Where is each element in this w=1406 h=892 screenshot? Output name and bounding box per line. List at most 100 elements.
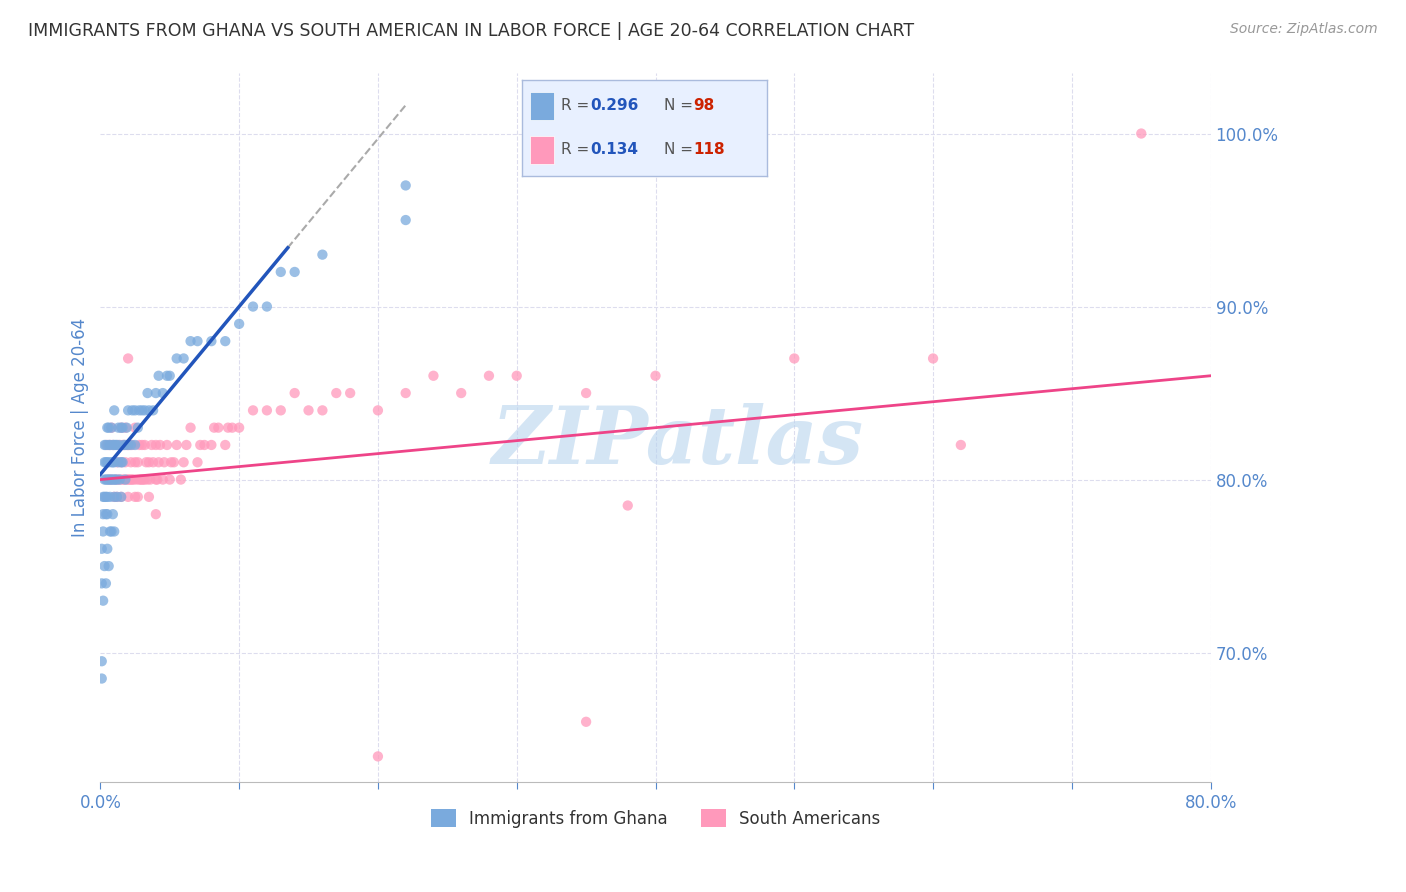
- Point: [110, 420, 132, 434]
- Point: [117, 438, 139, 452]
- Point: [90, 654, 112, 668]
- Point: [200, 438, 222, 452]
- Point: [105, 473, 128, 487]
- Point: [228, 317, 250, 331]
- Point: [93, 490, 115, 504]
- Point: [115, 473, 138, 487]
- Point: [217, 420, 239, 434]
- Point: [422, 368, 444, 383]
- Point: [101, 438, 124, 452]
- Point: [111, 438, 134, 452]
- Point: [138, 455, 160, 469]
- Point: [478, 368, 501, 383]
- Point: [103, 455, 125, 469]
- Point: [111, 455, 134, 469]
- Point: [100, 524, 122, 539]
- Point: [112, 438, 135, 452]
- Point: [616, 499, 638, 513]
- Point: [145, 507, 167, 521]
- Point: [93, 559, 115, 574]
- Point: [395, 213, 418, 227]
- Point: [138, 403, 160, 417]
- Point: [132, 473, 155, 487]
- Point: [128, 438, 150, 452]
- Point: [101, 438, 124, 452]
- Point: [120, 438, 142, 452]
- Legend: Immigrants from Ghana, South Americans: Immigrants from Ghana, South Americans: [423, 803, 887, 834]
- Point: [105, 438, 128, 452]
- Point: [134, 403, 156, 417]
- Point: [91, 524, 114, 539]
- Point: [114, 438, 136, 452]
- Point: [96, 438, 118, 452]
- Point: [100, 455, 122, 469]
- Point: [127, 455, 149, 469]
- Point: [783, 351, 806, 366]
- Point: [94, 438, 117, 452]
- Point: [94, 455, 117, 469]
- Point: [128, 473, 150, 487]
- Point: [214, 438, 236, 452]
- Point: [145, 386, 167, 401]
- Point: [90, 672, 112, 686]
- Point: [120, 455, 142, 469]
- Point: [153, 455, 176, 469]
- Point: [110, 490, 132, 504]
- Point: [297, 403, 319, 417]
- Point: [156, 438, 179, 452]
- Point: [103, 438, 125, 452]
- Point: [121, 438, 143, 452]
- Point: [159, 473, 181, 487]
- Point: [97, 559, 120, 574]
- Point: [160, 455, 183, 469]
- Point: [115, 420, 138, 434]
- Point: [107, 455, 129, 469]
- Point: [142, 455, 165, 469]
- Point: [148, 455, 170, 469]
- Point: [94, 576, 117, 591]
- Point: [152, 386, 174, 401]
- Point: [107, 420, 129, 434]
- Point: [117, 490, 139, 504]
- Point: [135, 455, 157, 469]
- Point: [108, 438, 131, 452]
- Point: [311, 403, 333, 417]
- Point: [166, 351, 188, 366]
- Point: [1130, 127, 1153, 141]
- Point: [284, 265, 307, 279]
- Point: [134, 473, 156, 487]
- Point: [575, 714, 598, 729]
- Point: [93, 455, 115, 469]
- Point: [129, 473, 152, 487]
- Y-axis label: In Labor Force | Age 20-64: In Labor Force | Age 20-64: [72, 318, 89, 537]
- Point: [242, 300, 264, 314]
- Point: [256, 300, 278, 314]
- Point: [124, 420, 146, 434]
- Point: [98, 490, 121, 504]
- Point: [156, 368, 179, 383]
- Point: [110, 420, 132, 434]
- Point: [367, 403, 389, 417]
- Point: [131, 473, 153, 487]
- Point: [97, 420, 120, 434]
- Point: [104, 473, 127, 487]
- Point: [395, 178, 418, 193]
- Point: [139, 473, 162, 487]
- Point: [96, 541, 118, 556]
- Point: [136, 386, 159, 401]
- Point: [110, 490, 132, 504]
- Point: [145, 438, 167, 452]
- Point: [107, 438, 129, 452]
- Point: [207, 420, 229, 434]
- Point: [127, 490, 149, 504]
- Text: ZIPatlas: ZIPatlas: [492, 403, 863, 481]
- Point: [117, 438, 139, 452]
- Point: [124, 403, 146, 417]
- Point: [200, 334, 222, 348]
- Point: [96, 490, 118, 504]
- Point: [949, 438, 972, 452]
- Point: [395, 386, 418, 401]
- Point: [97, 455, 120, 469]
- Point: [173, 455, 195, 469]
- Point: [100, 420, 122, 434]
